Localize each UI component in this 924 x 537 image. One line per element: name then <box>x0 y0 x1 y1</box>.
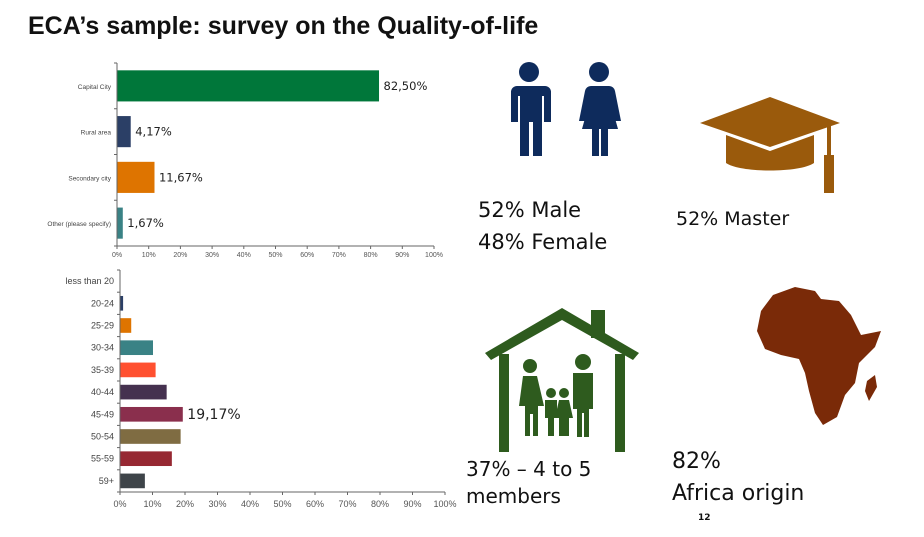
x-tick-label: 60% <box>306 499 324 509</box>
x-tick-label: 60% <box>300 252 314 259</box>
x-tick-label: 100% <box>433 499 456 509</box>
x-tick-label: 50% <box>268 252 282 259</box>
x-tick-label: 80% <box>364 252 378 259</box>
x-tick-label: 10% <box>143 499 161 509</box>
category-label: 35-39 <box>91 365 114 375</box>
africa-stat-line1: 82% <box>672 449 721 474</box>
x-tick-label: 20% <box>176 499 194 509</box>
data-label: 4,17% <box>135 125 172 139</box>
bar <box>117 70 380 102</box>
category-label: 50-54 <box>91 432 114 442</box>
category-label: Rural area <box>81 130 112 137</box>
x-tick-label: 40% <box>241 499 259 509</box>
bar <box>120 340 153 356</box>
household-stat: 37% – 4 to 5 members <box>466 456 591 510</box>
master-stat: 52% Master <box>676 208 790 230</box>
location-bar-chart: 0% 10% 20% 30% 40% 50% 60% 70% 80% 90% 100% Capital… <box>47 62 443 259</box>
graduation-cap-icon <box>700 97 840 193</box>
bar <box>120 473 145 489</box>
female-stat: 48% Female <box>478 230 608 254</box>
bar <box>120 362 156 378</box>
bar <box>120 451 172 467</box>
africa-map-icon <box>757 287 881 425</box>
category-label: 25-29 <box>91 321 114 331</box>
male-stat: 52% Male <box>478 198 582 222</box>
male-icon <box>511 62 551 156</box>
page-number: 12 <box>698 513 711 523</box>
bar <box>117 161 155 193</box>
bar <box>117 207 123 239</box>
x-tick-label: 90% <box>403 499 421 509</box>
x-tick-label: 100% <box>425 252 443 259</box>
data-label: 82,50% <box>384 79 428 93</box>
category-label: 30-34 <box>91 343 114 353</box>
x-tick-label: 0% <box>112 252 122 259</box>
gender-stats: 52% Male 48% Female <box>478 194 607 258</box>
category-label: 40-44 <box>91 387 114 397</box>
x-tick-label: 50% <box>273 499 291 509</box>
data-label: 19,17% <box>187 407 240 423</box>
category-label: less than 20 <box>65 276 114 286</box>
household-stat-line1: 37% – 4 to 5 <box>466 457 592 481</box>
x-tick-label: 80% <box>371 499 389 509</box>
category-label: 55-59 <box>91 454 114 464</box>
house-family-icon <box>485 308 639 452</box>
bar <box>120 429 181 444</box>
x-tick-label: 10% <box>142 252 156 259</box>
x-tick-label: 90% <box>395 252 409 259</box>
africa-stat-line2: Africa origin <box>672 481 805 506</box>
x-tick-label: 30% <box>208 499 226 509</box>
female-icon <box>579 62 621 156</box>
x-tick-label: 0% <box>113 499 126 509</box>
x-tick-label: 20% <box>173 252 187 259</box>
bar <box>120 406 183 422</box>
category-label: 20-24 <box>91 298 114 308</box>
bar <box>120 295 124 311</box>
data-label: 11,67% <box>159 170 203 184</box>
africa-stat: 82% Africa origin <box>672 446 804 510</box>
x-tick-label: 70% <box>332 252 346 259</box>
male-female-icon <box>511 62 621 156</box>
household-stat-line2: members <box>466 484 561 508</box>
data-label: 1,67% <box>127 216 164 230</box>
age-bar-chart: 0% 10% 20% 30% 40% 50% 60% 70% 80% 90% 100% less th… <box>65 269 457 509</box>
category-label: 45-49 <box>91 409 114 419</box>
category-label: Secondary city <box>68 175 111 182</box>
category-label: Capital City <box>78 84 112 91</box>
x-tick-label: 70% <box>338 499 356 509</box>
x-tick-label: 40% <box>237 252 251 259</box>
bar <box>117 116 131 148</box>
bar <box>120 384 167 400</box>
category-label: 59+ <box>99 476 114 486</box>
bar <box>120 318 132 333</box>
slide-title: ECA’s sample: survey on the Quality-of-l… <box>28 12 539 40</box>
category-label: Other (please specify) <box>47 221 111 228</box>
x-tick-label: 30% <box>205 252 219 259</box>
